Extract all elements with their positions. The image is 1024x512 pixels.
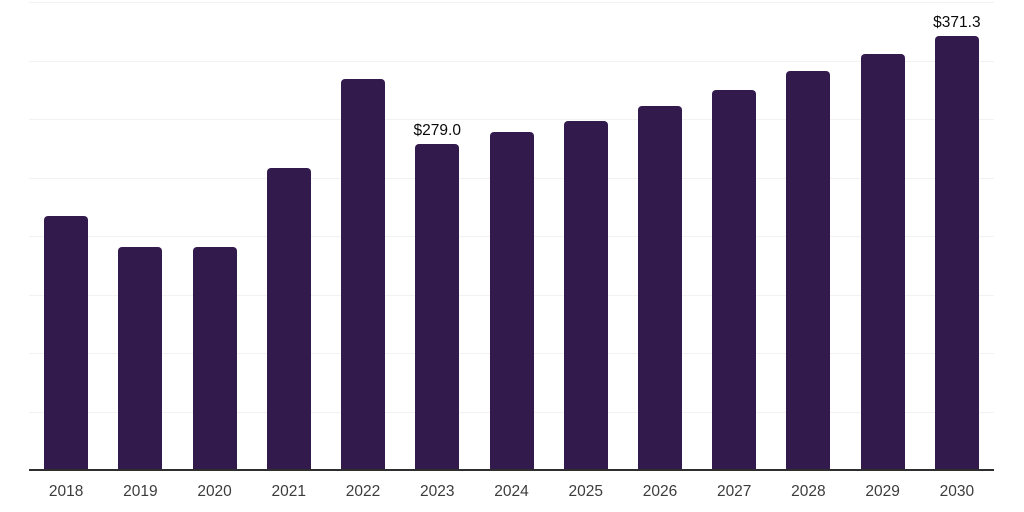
bar-2023 (415, 143, 460, 470)
bar-2029 (860, 54, 905, 470)
bar-2025 (563, 120, 608, 470)
x-tick-label-2020: 2020 (197, 483, 232, 500)
x-tick-label-2030: 2030 (939, 483, 975, 500)
x-tick-label-2024: 2024 (494, 483, 529, 500)
gridline (29, 119, 994, 120)
x-tick-label-2018: 2018 (48, 483, 84, 500)
bar-2019 (118, 247, 163, 470)
bar-value-label-2023: $279.0 (413, 122, 461, 140)
x-axis-line (29, 469, 994, 471)
x-axis-labels: 2018 2019 2020 2021 2022 2023 2024 2025 2026 2027… (29, 483, 994, 505)
x-tick-label-2025: 2025 (568, 483, 603, 500)
x-tick-label-2029: 2029 (865, 483, 900, 500)
bar-2022 (341, 78, 386, 470)
bar-2020 (192, 247, 237, 470)
gridline (29, 2, 994, 3)
bar-2018 (44, 216, 89, 470)
x-tick-label-2026: 2026 (642, 483, 678, 500)
bar-2024 (489, 132, 534, 470)
x-tick-label-2028: 2028 (791, 483, 826, 500)
bar-2028 (786, 71, 831, 470)
bar-value-label-2030: $371.3 (933, 14, 981, 32)
x-tick-label-2021: 2021 (271, 483, 307, 500)
bar-2030 (934, 35, 979, 470)
gridline (29, 60, 994, 62)
x-tick-label-2019: 2019 (123, 483, 158, 500)
x-tick-label-2027: 2027 (716, 483, 752, 500)
plot-area: $279.0 $371.3 (29, 2, 994, 470)
bar-2026 (637, 105, 682, 470)
x-tick-label-2022: 2022 (345, 483, 381, 500)
x-tick-label-2023: 2023 (420, 483, 455, 500)
bar-2021 (266, 167, 311, 470)
bar-2027 (712, 89, 757, 470)
